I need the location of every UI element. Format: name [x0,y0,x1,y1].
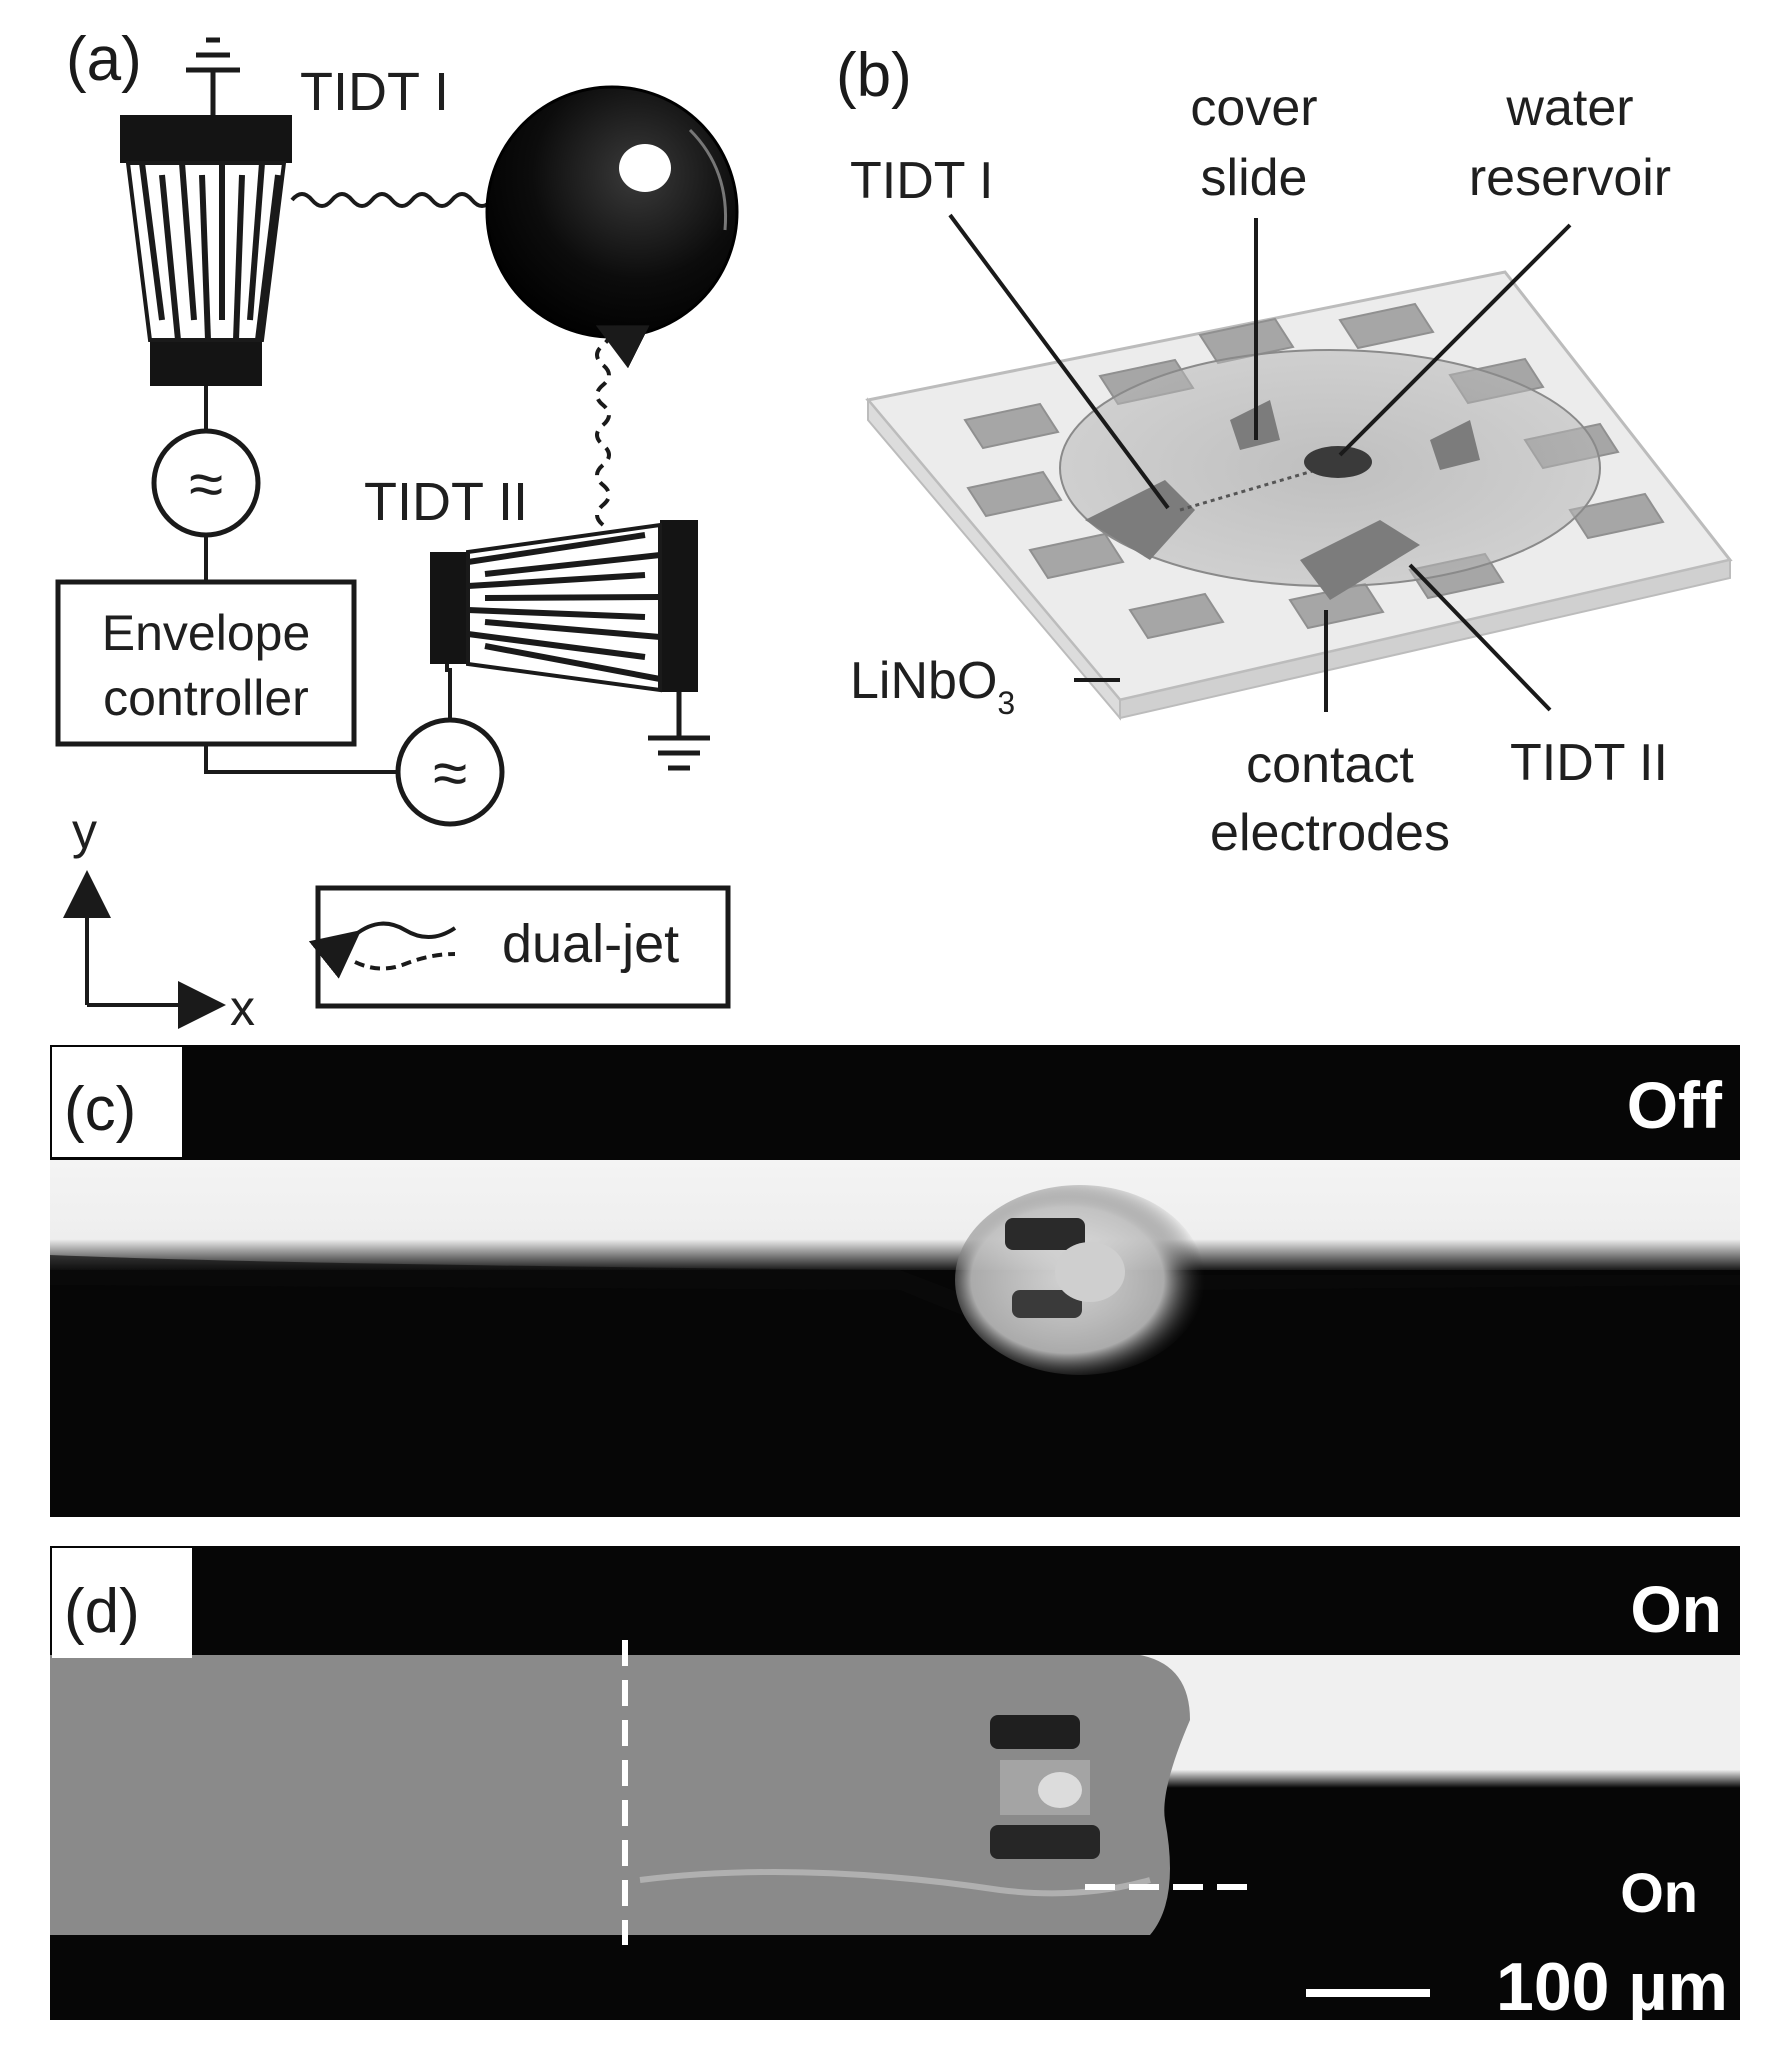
ac-source-icon-1: ≈ [151,428,261,538]
ac-source-icon-2: ≈ [395,717,505,827]
svg-text:≈: ≈ [189,450,223,519]
panel-d: (d) On On 100 µm [50,1546,1740,2025]
panel-c-state: Off [1627,1068,1723,1142]
wave-arrow-2 [595,325,650,527]
tidt2-label-b: TIDT II [1510,734,1668,792]
contact-electrodes-label-line2: electrodes [1210,804,1450,862]
cover-slide-label-line2: slide [1201,149,1308,207]
ground-icon-top [186,37,240,120]
panel-c: (c) Off [50,1045,1740,1517]
tidt2-transducer [430,520,698,693]
axis-x-label: x [230,980,255,1036]
droplet-icon [485,85,739,339]
water-reservoir [1304,446,1372,478]
panel-a-letter: (a) [66,25,142,94]
envelope-controller-line2: controller [103,670,309,726]
svg-text:≈: ≈ [433,739,467,808]
water-reservoir-label-line2: reservoir [1469,149,1671,207]
panel-d-letter: (d) [64,1577,140,1646]
panel-b-letter: (b) [836,41,912,110]
envelope-controller-box [55,579,357,747]
panel-d-feature [990,1715,1100,1859]
cover-slide-label-line1: cover [1190,79,1317,137]
dual-jet-icon [308,921,457,979]
panel-a: (a) TIDT I [55,25,739,1036]
tidt1-label-a: TIDT I [300,62,449,122]
panel-d-state-top: On [1630,1572,1722,1646]
panel-c-letter: (c) [64,1075,136,1144]
leader-lines [948,213,1572,712]
scale-bar-label: 100 µm [1496,1949,1728,2025]
legend-label: dual-jet [502,914,679,974]
contact-electrodes-label-line1: contact [1246,736,1414,794]
panel-b: (b) cover slide water reservoir TIDT I [836,41,1733,862]
tidt2-label-a: TIDT II [364,472,528,532]
axis-y-label: y [72,803,97,859]
water-reservoir-label-line1: water [1505,79,1633,137]
envelope-controller-line1: Envelope [102,605,311,661]
panel-d-state-bottom: On [1620,1861,1698,1924]
axes-icon: y x [63,803,255,1036]
panel-c-bubble [955,1185,1205,1375]
legend-box [315,885,731,1009]
tidt1-label-b: TIDT I [850,152,993,210]
tidt1-transducer [120,115,292,386]
device-transducers [1085,400,1480,600]
substrate-label: LiNbO3 [850,652,1015,721]
ground-icon-bottom [648,692,710,771]
